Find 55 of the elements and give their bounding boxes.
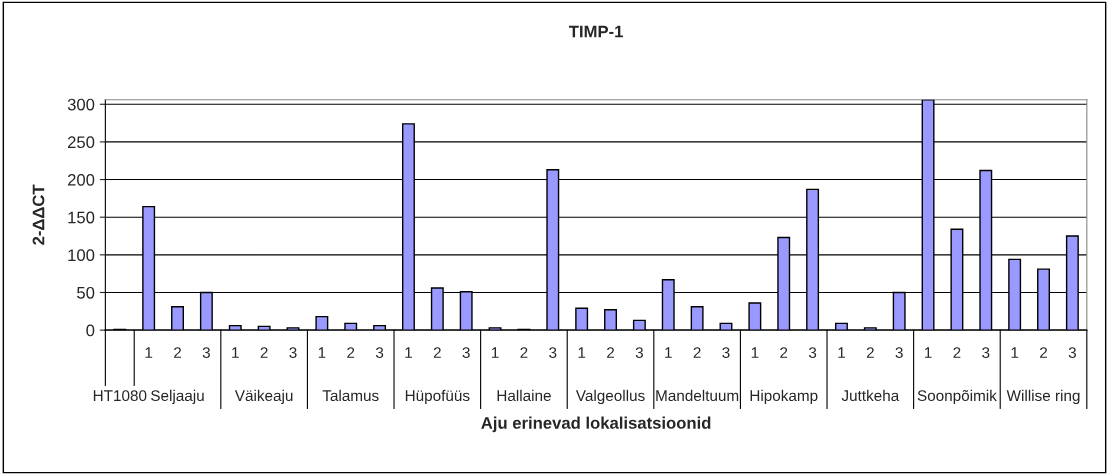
x-axis-title: Aju erinevad lokalisatsioonid	[481, 416, 711, 433]
x-tick-label: 2	[260, 347, 268, 358]
text: Willise ring	[1006, 389, 1080, 405]
x-tick-label: 3	[982, 347, 990, 359]
x-tick-label: 2	[520, 347, 528, 358]
x-tick-label: 2	[1040, 347, 1047, 358]
text: Juttkeha	[841, 389, 900, 402]
y-tick-label: 250	[67, 136, 95, 149]
x-tick-label: 1	[491, 347, 499, 358]
x-tick-label: 1	[405, 347, 412, 358]
x-tick-label: 1	[232, 347, 239, 358]
y-tick-label: 300	[67, 98, 95, 111]
x-tick-label: 3	[462, 347, 470, 359]
x-tick-label: 2	[953, 347, 961, 358]
x-tick-label: 2	[433, 347, 441, 358]
text: Seljaaju	[151, 389, 204, 405]
text: Mandeltuum	[656, 389, 739, 402]
x-tick-label: 3	[375, 347, 384, 359]
text: Hallaine	[497, 389, 551, 402]
y-tick-label: 0	[86, 324, 95, 337]
x-tick-label: 1	[1011, 347, 1019, 358]
x-tick-label: 3	[635, 347, 643, 359]
x-tick-label: 1	[665, 347, 672, 358]
x-tick-label: 2	[866, 347, 874, 358]
x-tick-label: 3	[722, 347, 730, 359]
text: Hüpofüüs	[405, 389, 470, 405]
text: Valgeollus	[575, 389, 645, 405]
x-tick-label: 3	[549, 347, 557, 359]
y-tick-label: 150	[68, 211, 95, 224]
text: HT1080	[93, 390, 147, 402]
y-tick-label: 100	[68, 249, 95, 262]
x-tick-label: 3	[202, 347, 210, 359]
x-tick-label: 1	[838, 347, 845, 358]
x-tick-label: 2	[780, 347, 788, 358]
x-tick-label: 3	[808, 347, 817, 359]
x-tick-label: 1	[318, 347, 326, 358]
text: Väikeaju	[234, 389, 293, 405]
y-tick-label: 200	[67, 173, 95, 186]
x-tick-label: 3	[289, 347, 297, 359]
x-tick-label: 1	[145, 347, 153, 358]
x-tick-label: 3	[895, 347, 903, 359]
text: Soonpõimik	[917, 389, 997, 405]
x-tick-label: 2	[607, 347, 614, 358]
text: Hipokamp	[750, 389, 818, 405]
x-tick-label: 1	[751, 347, 759, 358]
x-tick-label: 2	[347, 347, 355, 358]
x-tick-label: 1	[578, 347, 586, 358]
y-tick-label: 50	[77, 286, 95, 299]
x-tick-label: 3	[1068, 347, 1076, 359]
text: Talamus	[322, 389, 379, 402]
x-tick-label: 2	[174, 347, 181, 358]
chart-title: TIMP-1	[568, 25, 623, 38]
y-axis-title: 2-ΔΔCT	[32, 184, 45, 245]
x-tick-label: 2	[693, 347, 701, 358]
x-tick-label: 1	[924, 347, 932, 358]
